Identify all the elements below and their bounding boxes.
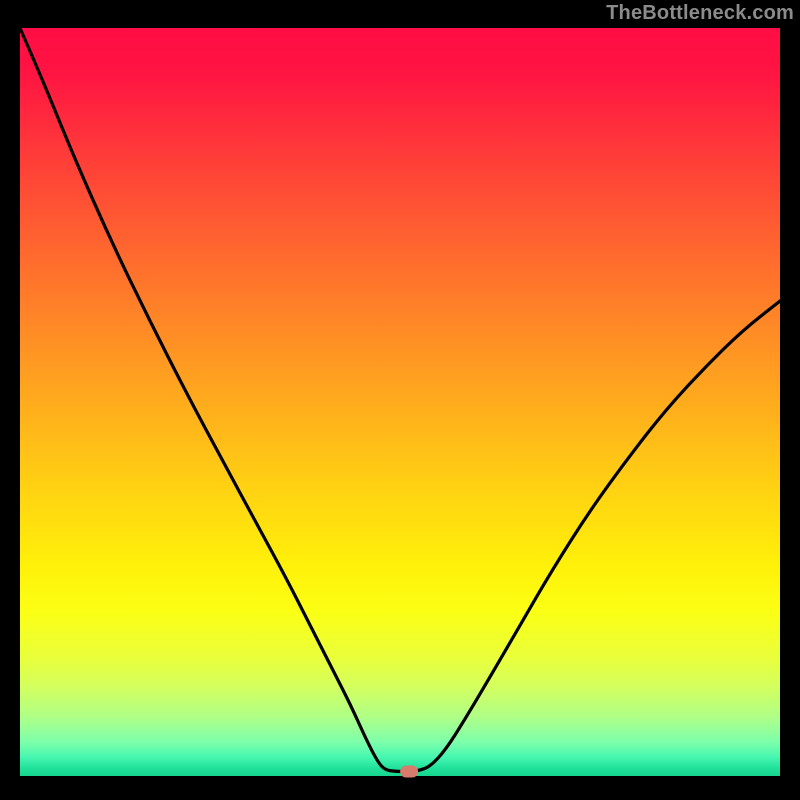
curve-marker xyxy=(400,766,418,778)
chart-canvas: TheBottleneck.com xyxy=(0,0,800,800)
gradient-plot-area xyxy=(20,28,780,776)
watermark-text: TheBottleneck.com xyxy=(606,2,794,25)
bottleneck-chart-svg xyxy=(0,0,800,800)
